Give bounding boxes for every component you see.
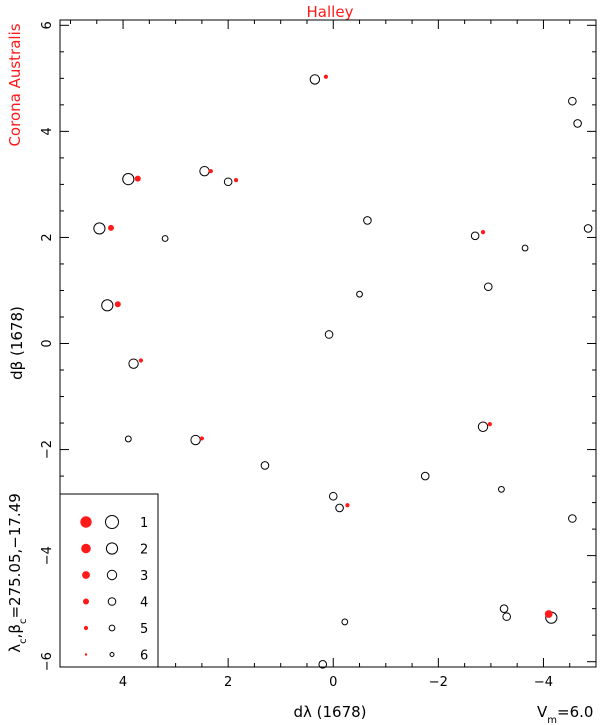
observed-star-point bbox=[345, 503, 350, 508]
legend-observed-symbol bbox=[83, 625, 89, 631]
catalog-star-point bbox=[356, 290, 363, 298]
observed-star-point bbox=[480, 230, 486, 235]
catalog-star-point bbox=[583, 224, 593, 233]
catalog-star-point bbox=[568, 514, 577, 523]
chart-title: Halley bbox=[307, 3, 354, 21]
y-tick-label: −6 bbox=[40, 652, 55, 671]
x-axis-title: dλ (1678) bbox=[293, 703, 366, 721]
legend-magnitude-label: 6 bbox=[140, 649, 148, 664]
catalog-star-point bbox=[161, 235, 169, 242]
x-tick-label: −2 bbox=[429, 675, 448, 690]
catalog-star-point bbox=[128, 358, 139, 369]
catalog-star-point bbox=[335, 503, 344, 513]
catalog-star-point bbox=[328, 491, 338, 501]
legend-observed-symbol bbox=[82, 571, 90, 579]
catalog-star-point bbox=[318, 660, 328, 669]
catalog-star-point bbox=[124, 435, 132, 443]
catalog-star-point bbox=[190, 434, 201, 446]
y-tick-label: −4 bbox=[40, 546, 55, 565]
observed-star-point bbox=[487, 422, 492, 427]
catalog-star-point bbox=[324, 330, 334, 339]
legend-catalog-symbol bbox=[107, 597, 117, 606]
constellation-label: Corona Australis bbox=[6, 23, 24, 146]
legend-catalog-symbol bbox=[109, 652, 115, 657]
catalog-star-point bbox=[363, 216, 372, 225]
catalog-star-point bbox=[483, 282, 493, 292]
legend-observed-symbol bbox=[80, 516, 92, 528]
points-layer bbox=[93, 74, 593, 669]
catalog-star-point bbox=[499, 604, 509, 613]
y-tick-label: 2 bbox=[40, 233, 55, 241]
legend: 1 2 3 4 5 6 bbox=[59, 493, 159, 668]
legend-magnitude-label: 5 bbox=[140, 622, 148, 637]
observed-star-point bbox=[114, 301, 121, 308]
center-coordinates-label: λc,βc=275.05,−17.49 bbox=[6, 493, 29, 653]
legend-magnitude-label: 3 bbox=[140, 569, 148, 584]
legend-magnitude-label: 4 bbox=[140, 596, 148, 611]
legend-catalog-symbol bbox=[108, 624, 116, 632]
catalog-star-point bbox=[521, 244, 529, 252]
legend-observed-symbol bbox=[81, 543, 91, 554]
catalog-star-point bbox=[122, 172, 135, 186]
y-tick-label: −2 bbox=[40, 440, 55, 459]
legend-catalog-symbol bbox=[105, 515, 119, 529]
legend-observed-symbol bbox=[83, 598, 89, 605]
observed-star-point bbox=[544, 610, 553, 618]
observed-star-point bbox=[199, 436, 204, 441]
catalog-star-point bbox=[260, 461, 270, 470]
catalog-star-point bbox=[420, 471, 430, 481]
catalog-star-point bbox=[470, 231, 480, 241]
y-tick-label: 4 bbox=[40, 127, 55, 135]
catalog-star-point bbox=[101, 299, 114, 312]
legend-magnitude-label: 2 bbox=[140, 543, 148, 558]
catalog-star-point bbox=[568, 96, 577, 106]
legend-catalog-symbol bbox=[105, 542, 119, 555]
catalog-star-point bbox=[477, 421, 489, 432]
x-tick-label: 0 bbox=[329, 675, 337, 690]
legend-observed-symbol bbox=[84, 653, 88, 656]
legend-magnitude-label: 1 bbox=[140, 516, 148, 531]
catalog-star-point bbox=[573, 119, 582, 128]
legend-box bbox=[59, 493, 159, 668]
y-axis-title: dβ (1678) bbox=[8, 306, 26, 380]
observed-star-point bbox=[323, 74, 328, 79]
x-tick-label: 2 bbox=[224, 675, 232, 690]
observed-star-point bbox=[233, 178, 239, 183]
x-tick-label: 4 bbox=[119, 675, 127, 690]
y-tick-label: 6 bbox=[40, 21, 55, 29]
legend-catalog-symbol bbox=[106, 569, 118, 581]
observed-star-point bbox=[107, 224, 114, 231]
observed-star-point bbox=[134, 175, 141, 182]
catalog-star-point bbox=[309, 74, 321, 85]
catalog-star-point bbox=[341, 618, 349, 626]
observed-star-point bbox=[138, 358, 144, 363]
catalog-star-point bbox=[502, 612, 511, 621]
observed-star-point bbox=[208, 169, 213, 174]
plot-frame bbox=[59, 19, 597, 668]
limiting-magnitude-label: Vm=6.0 bbox=[537, 703, 593, 725]
catalog-star-point bbox=[93, 222, 106, 235]
catalog-star-point bbox=[223, 177, 233, 187]
catalog-star-point bbox=[498, 485, 505, 493]
y-tick-label: 0 bbox=[40, 339, 55, 347]
x-tick-label: −4 bbox=[534, 675, 553, 690]
